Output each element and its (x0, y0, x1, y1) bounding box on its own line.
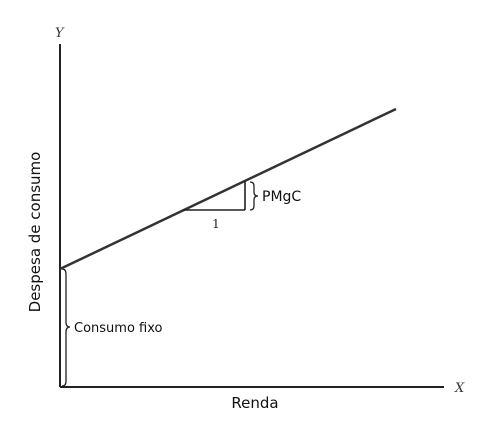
x-axis-letter: X (454, 381, 465, 396)
intercept-brace-icon (61, 268, 71, 387)
y-axis-title: Despesa de consumo (26, 152, 44, 313)
consumption-line (59, 107, 397, 271)
slope-label: PMgC (262, 189, 301, 205)
slope-run-label: 1 (212, 217, 220, 231)
slope-brace-icon (249, 181, 259, 211)
x-axis-title: Renda (231, 394, 278, 412)
y-axis-letter: Y (55, 26, 65, 41)
intercept-label: Consumo fixo (74, 321, 163, 336)
